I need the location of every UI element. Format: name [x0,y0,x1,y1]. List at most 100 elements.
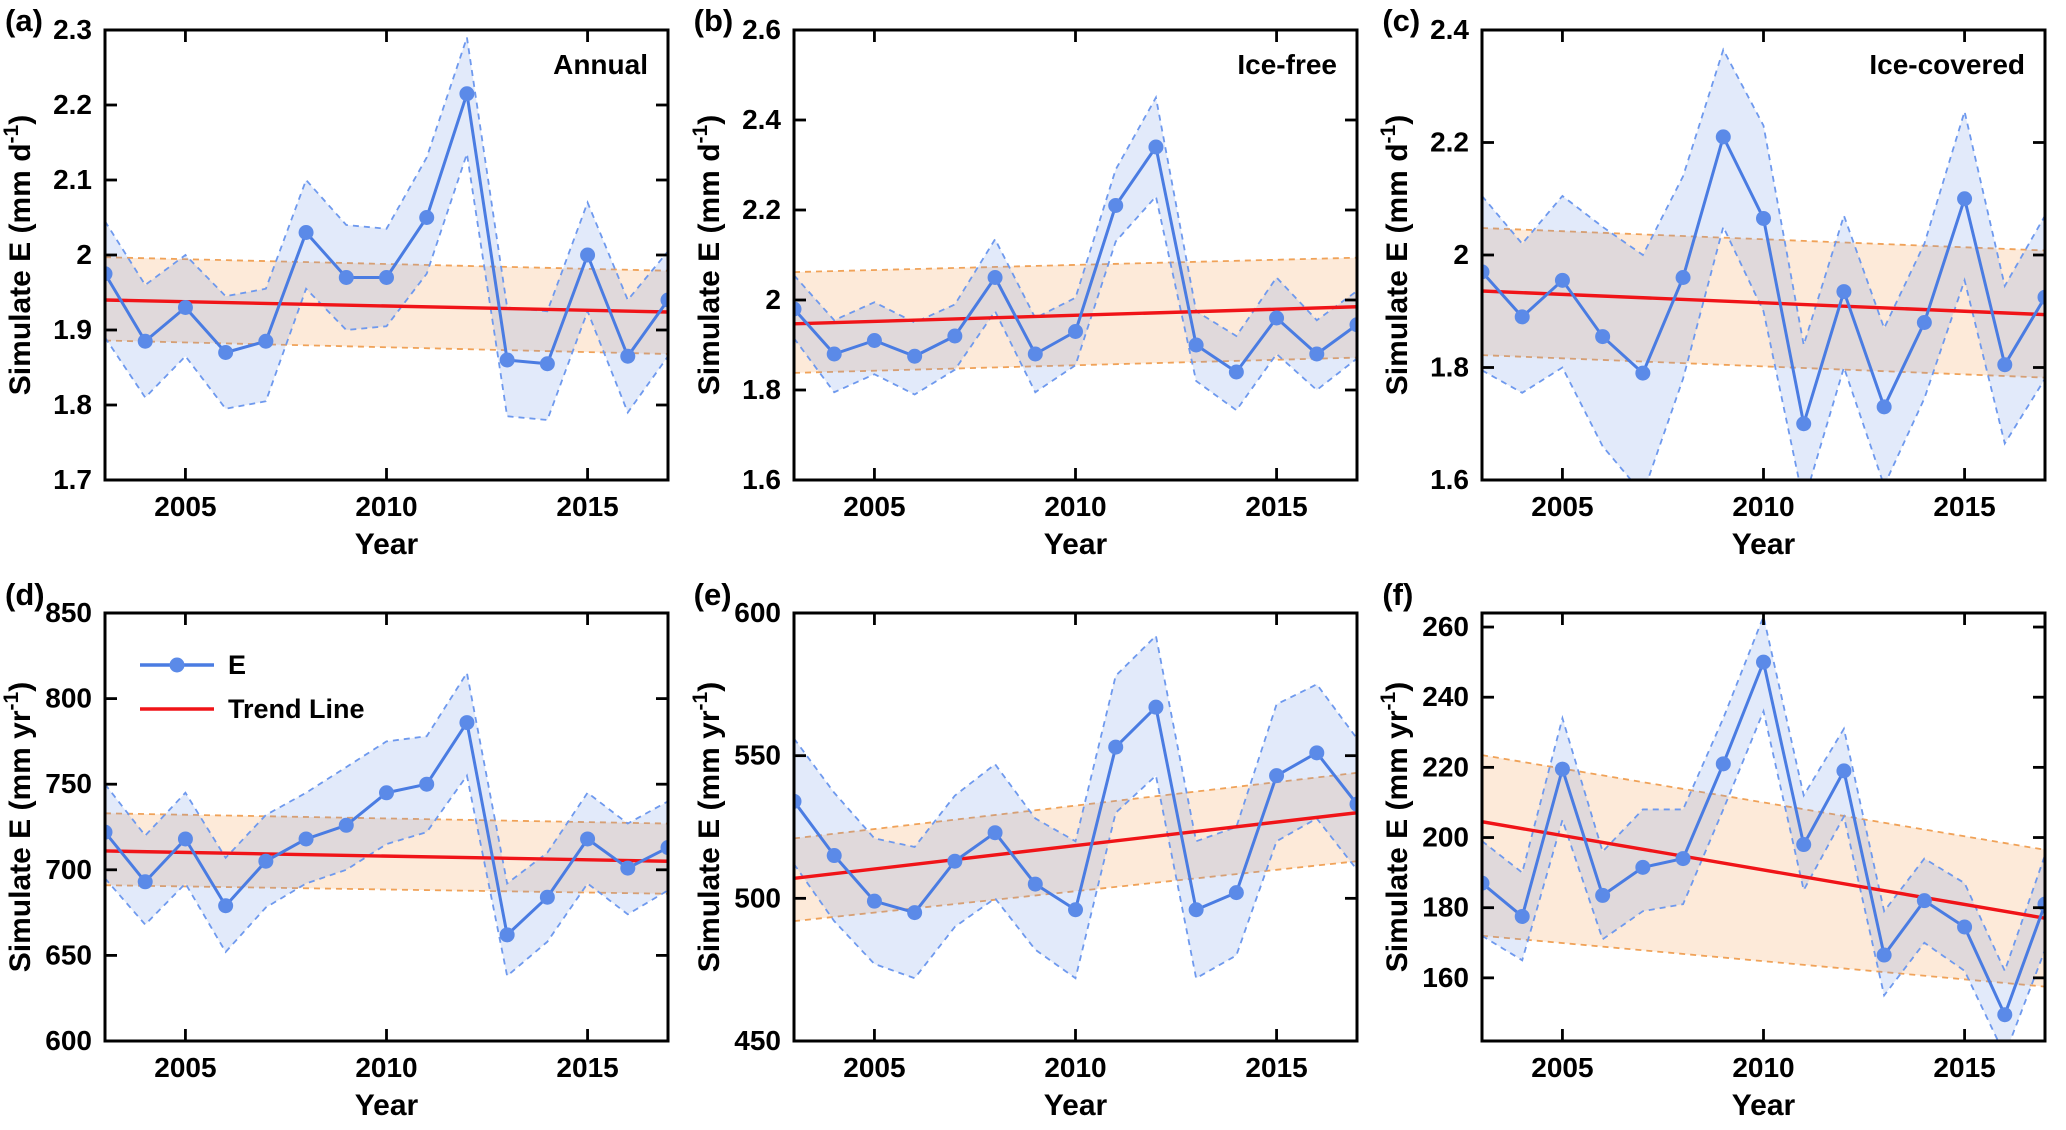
data-point-marker [1997,357,2013,373]
y-axis-label: Simulate E (mm d-1) [0,115,37,395]
x-tick-label: 2005 [154,491,216,522]
data-point-marker [1796,837,1812,853]
x-tick-label: 2005 [843,491,905,522]
x-tick-label: 2005 [1532,1052,1594,1083]
y-tick-label: 650 [45,939,92,970]
orange-band-upper-edge [105,256,668,272]
y-tick-label: 1.6 [1430,464,1469,495]
y-tick-label: 240 [1423,681,1470,712]
x-tick-label: 2010 [355,491,417,522]
data-point-marker [1675,851,1691,867]
chart-svg-c: 2005 2010 2015 1.6 1.8 2 2.2 2.4 Year Simulate E … [1377,14,2047,561]
y-tick-label: 2.2 [53,89,92,120]
blue-band-upper-edge [1482,47,2046,346]
x-tick-label: 2015 [1245,491,1307,522]
data-point-marker [947,328,963,344]
panel-c: (c) 2005 2010 2015 1.6 1.8 2 2.2 2.4 Year Simulat… [1377,0,2066,565]
data-point-marker [580,831,596,847]
data-point-marker [338,817,354,833]
blue-band-upper-edge [105,670,668,886]
data-point-marker [1876,947,1892,963]
data-point-marker [499,927,515,943]
data-point-marker [1268,768,1284,784]
confidence-band-blue [1482,616,2046,1041]
panel-e: (e) 2005 2010 2015 450 500 550 600 Year Simulate… [689,565,1378,1130]
orange-band-lower-edge [793,356,1357,374]
data-point-marker [1228,364,1244,380]
data-point-marker [866,893,882,909]
data-point-marker [987,270,1003,285]
plot-area-e [793,634,1357,980]
legend-e-label: E [228,650,246,680]
data-point-marker [218,898,234,914]
y-tick-label: 600 [734,597,781,628]
y-tick-label: 1.8 [1430,352,1469,383]
chart-svg-d: 2005 2010 2015 600 650 700 750 800 850 Year Simula… [0,597,670,1122]
confidence-band-orange [105,813,668,894]
x-axis-label: Year [355,528,419,561]
data-point-marker [419,776,435,792]
data-point-marker [1555,761,1571,777]
blue-band-lower-edge [1482,224,2046,480]
data-point-marker [499,352,515,368]
y-tick-label: 2.1 [53,164,92,195]
y-tick-label: 2 [1454,239,1470,270]
legend: E Trend Line [140,650,365,724]
y-tick-label: 1.8 [53,389,92,420]
confidence-band-blue [1482,49,2046,480]
data-point-marker [620,860,636,876]
panel-b: (b) 2005 2010 2015 1.6 1.8 2 2.2 2.4 2.6 Year Simu… [689,0,1378,565]
data-point-marker [459,715,475,731]
x-tick-label: 2005 [1532,491,1594,522]
panel-label-a: (a) [5,3,43,38]
data-point-marker [1107,739,1123,755]
y-tick-label: 2.3 [53,14,92,45]
x-axis-label: Year [1732,528,1796,561]
confidence-band-blue [793,635,1357,979]
data-point-marker [1675,270,1691,285]
data-point-marker [660,840,668,856]
data-point-marker [1228,885,1244,901]
data-point-marker [1308,745,1324,761]
data-point-marker [906,905,922,921]
blue-band-lower-edge [1482,708,2046,1041]
y-tick-label: 2.4 [742,104,781,135]
data-point-marker [1148,699,1164,715]
data-point-marker [1349,796,1357,812]
x-tick-label: 2015 [1934,1052,1996,1083]
data-point-marker [177,300,193,315]
x-axis-label: Year [355,1089,419,1122]
blue-band-upper-edge [105,37,668,313]
data-point-marker [1957,919,1973,935]
y-tick-label: 500 [734,882,781,913]
y-tick-label: 550 [734,740,781,771]
data-point-marker [1148,139,1164,155]
legend-trend-label: Trend Line [228,694,365,724]
panel-title: Ice-free [1237,49,1337,80]
x-tick-label: 2015 [1245,1052,1307,1083]
y-tick-label: 160 [1423,962,1470,993]
y-tick-label: 2.2 [1430,127,1469,158]
y-tick-label: 200 [1423,822,1470,853]
data-point-marker [1482,875,1490,891]
data-point-marker [1716,129,1732,145]
panel-label-e: (e) [693,577,732,612]
data-point-marker [660,292,668,308]
data-point-marker [1635,365,1651,381]
data-point-marker [459,86,475,102]
x-axis-label: Year [1043,528,1107,561]
legend-e-marker [169,657,185,673]
data-point-marker [2037,289,2046,305]
orange-band-lower-edge [1482,354,2046,379]
data-point-marker [1595,887,1611,903]
y-axis-label: Simulate E (mm d-1) [1377,115,1414,395]
data-point-marker [987,825,1003,841]
blue-band-lower-edge [793,194,1357,412]
data-point-marker [1027,346,1043,362]
y-tick-label: 850 [45,597,92,628]
data-point-marker [137,874,153,890]
data-point-marker [379,785,394,801]
trend-line [793,305,1357,326]
y-tick-label: 2.4 [1430,14,1469,45]
x-tick-label: 2010 [1733,1052,1795,1083]
